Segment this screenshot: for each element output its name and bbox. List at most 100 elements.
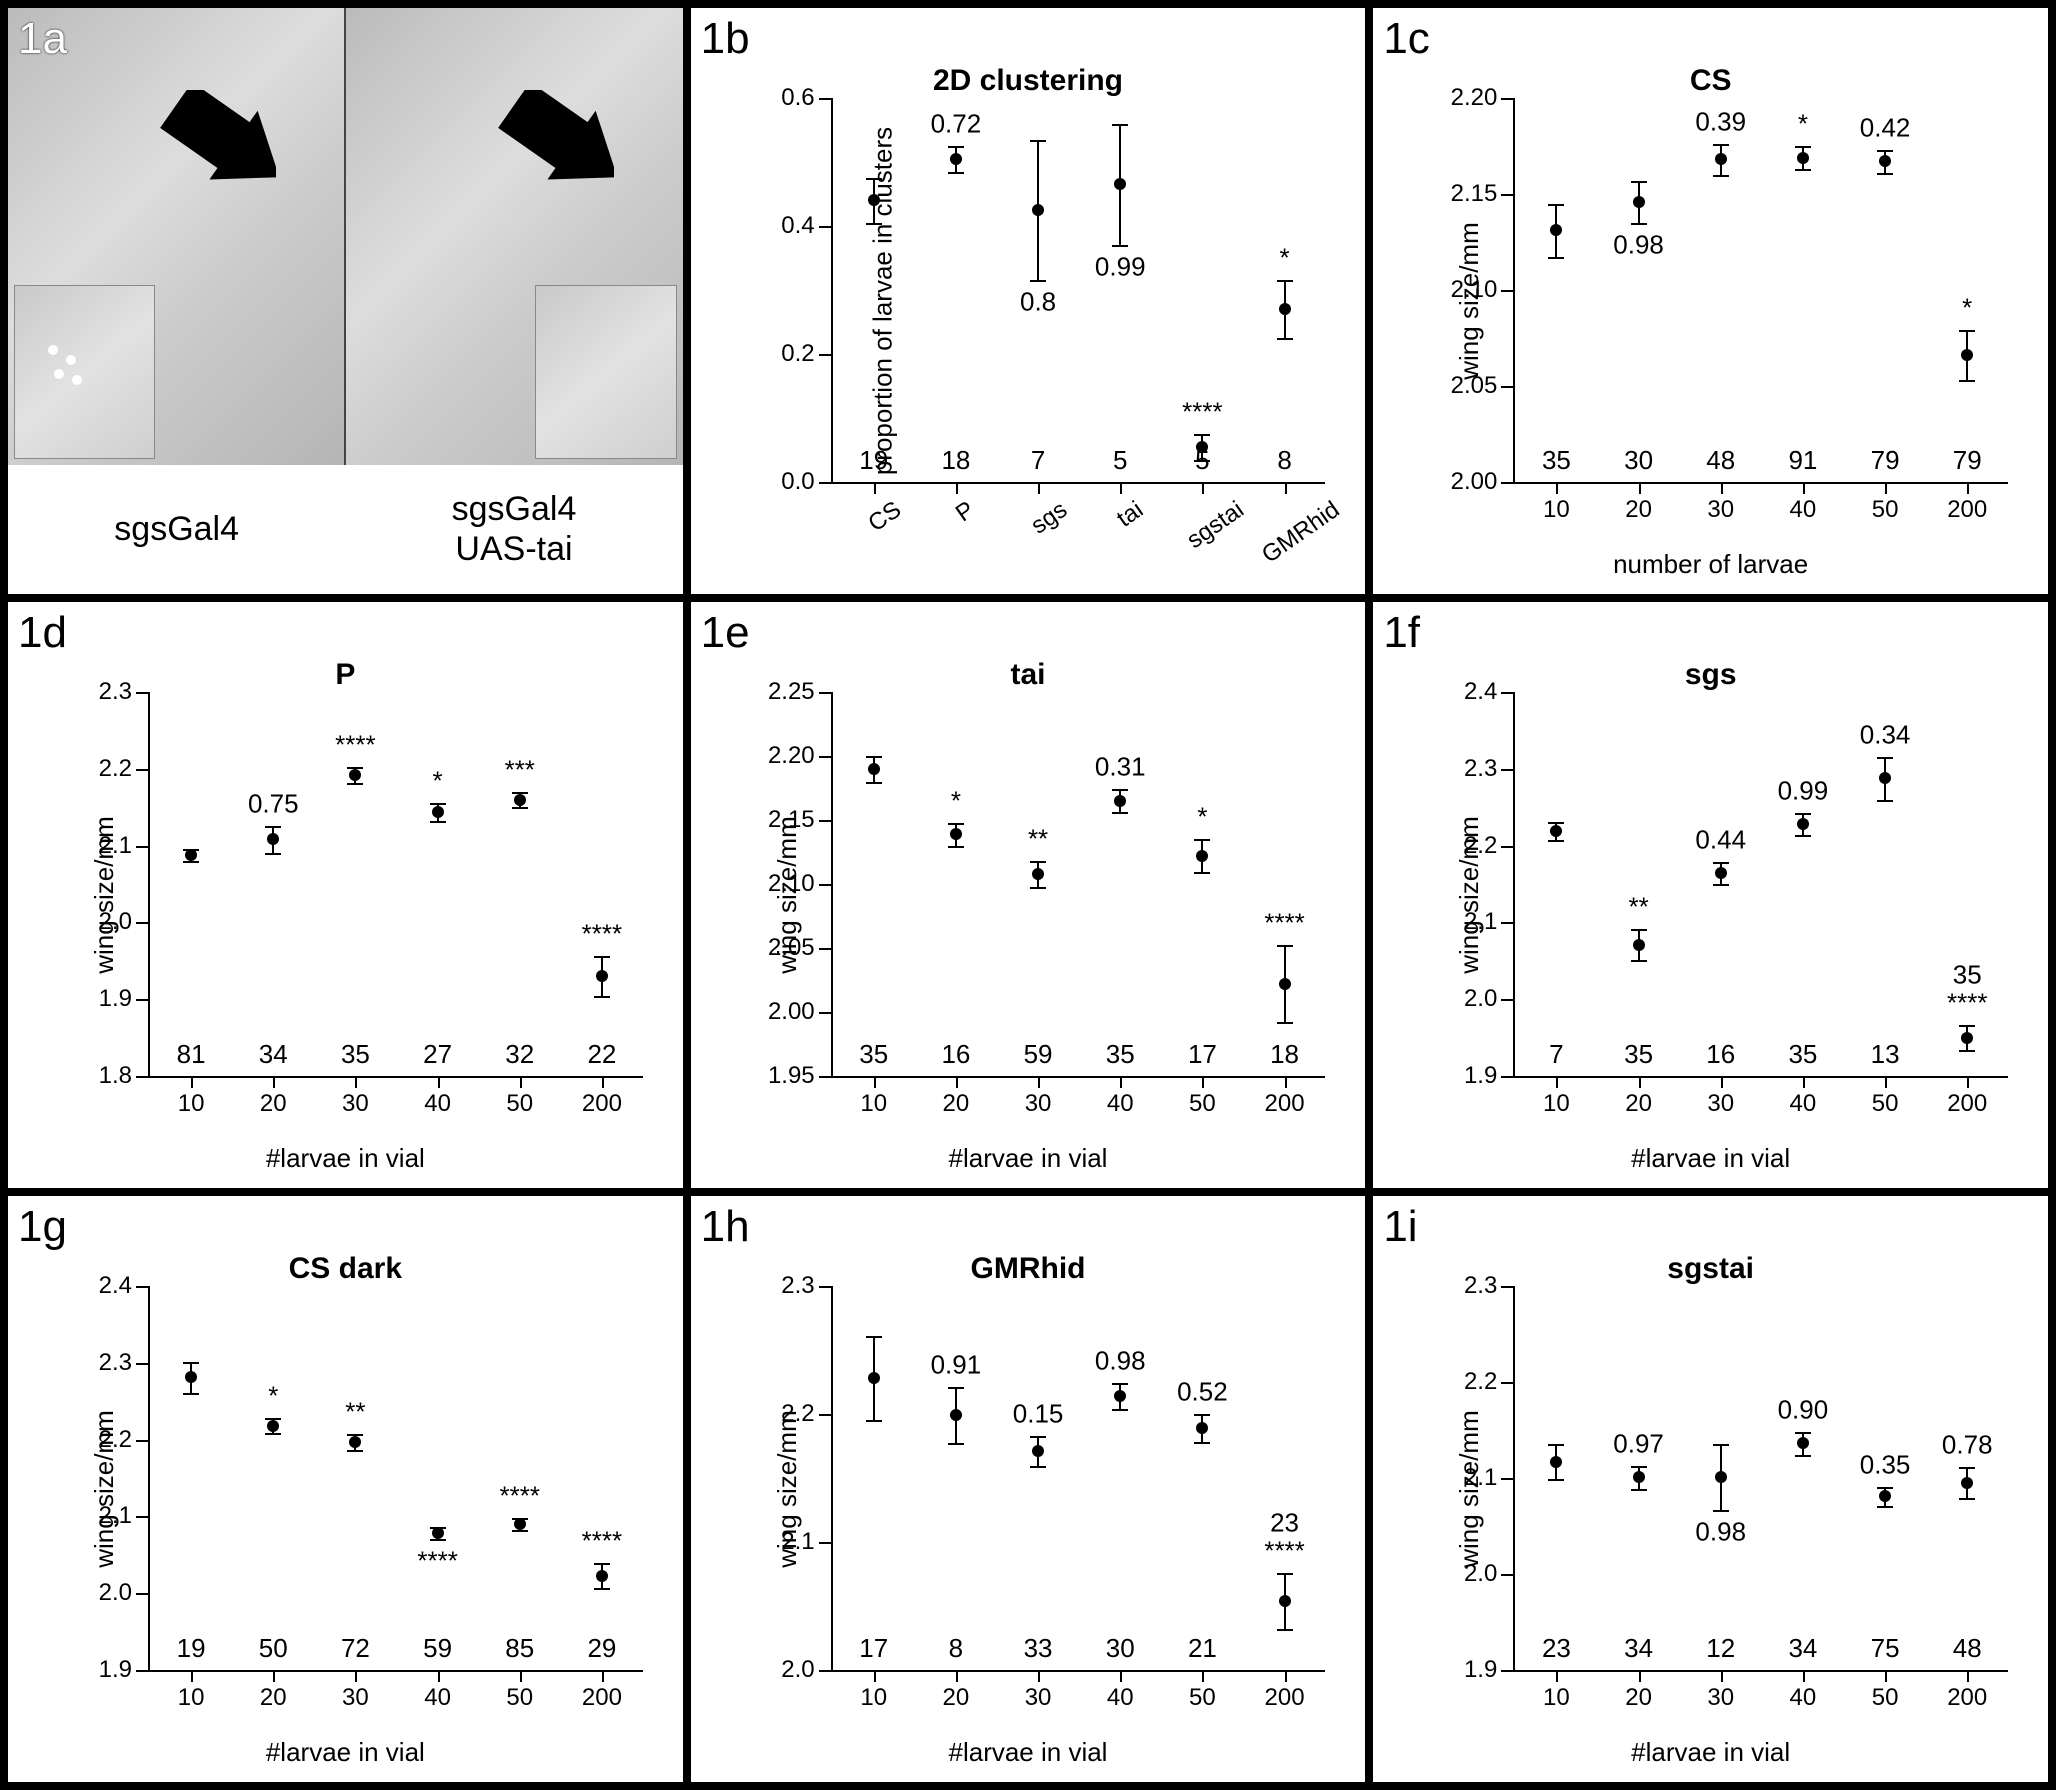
n-label: 35 — [1542, 445, 1571, 476]
n-label: 35 — [1953, 960, 1982, 991]
inset-left — [14, 285, 155, 459]
data-point — [596, 1570, 608, 1582]
plot-area: 1.81.92.02.12.22.31020304050200810.7534*… — [148, 692, 643, 1078]
significance-label: 0.15 — [1013, 1398, 1064, 1429]
x-tick-label: 200 — [1265, 1684, 1305, 1712]
y-axis-label: wing size/mm — [89, 1410, 120, 1567]
n-label: 33 — [1024, 1633, 1053, 1664]
y-tick-label: 2.2 — [1464, 1368, 1497, 1396]
x-tick-label: 50 — [506, 1090, 533, 1118]
y-tick-label: 1.9 — [99, 1656, 132, 1684]
significance-label: ** — [345, 1397, 365, 1428]
y-tick-label: 2.20 — [1451, 84, 1498, 112]
y-tick-label: 1.95 — [768, 1062, 815, 1090]
x-tick-label: 20 — [943, 1684, 970, 1712]
y-tick-label: 2.4 — [99, 1272, 132, 1300]
data-point — [267, 1420, 279, 1432]
panel-label: 1e — [701, 608, 750, 658]
data-point — [950, 828, 962, 840]
n-label: 29 — [587, 1633, 616, 1664]
n-label: 16 — [1706, 1039, 1735, 1070]
micrograph-right — [346, 8, 682, 465]
data-point — [1797, 1437, 1809, 1449]
y-tick-label: 0.0 — [781, 468, 814, 496]
significance-label: * — [268, 1381, 278, 1412]
data-point — [1279, 303, 1291, 315]
n-label: 27 — [423, 1039, 452, 1070]
x-tick-label: CS — [863, 496, 906, 538]
significance-label: 0.8 — [1020, 287, 1056, 318]
significance-label: 0.31 — [1095, 752, 1146, 783]
plot-area: 1.92.02.12.22.32.410203040502007**350.44… — [1513, 692, 2008, 1078]
x-tick-label: 40 — [1107, 1684, 1134, 1712]
y-tick-label: 2.3 — [781, 1272, 814, 1300]
data-point — [1032, 1445, 1044, 1457]
significance-label: 0.99 — [1778, 776, 1829, 807]
x-tick-label: 50 — [1189, 1090, 1216, 1118]
y-tick-label: 2.3 — [1464, 755, 1497, 783]
x-tick-label: tai — [1112, 496, 1149, 533]
data-point — [868, 763, 880, 775]
significance-label: 0.42 — [1860, 112, 1911, 143]
n-label: 34 — [1624, 1633, 1653, 1664]
significance-label: 0.34 — [1860, 719, 1911, 750]
n-label: 81 — [177, 1039, 206, 1070]
x-tick-label: 200 — [582, 1684, 622, 1712]
x-axis-label: #larvae in vial — [948, 1737, 1107, 1768]
y-tick-label: 2.3 — [99, 1349, 132, 1377]
significance-label: * — [1962, 293, 1972, 324]
n-label: 59 — [423, 1633, 452, 1664]
x-tick-label: 20 — [260, 1684, 287, 1712]
data-point — [1114, 795, 1126, 807]
y-axis-label: wing size/mm — [89, 816, 120, 973]
plot-area: 1.952.002.052.102.152.202.25102030405020… — [831, 692, 1326, 1078]
significance-label: 0.90 — [1778, 1394, 1829, 1425]
x-tick-label: sgstai — [1182, 496, 1249, 555]
n-label: 48 — [1953, 1633, 1982, 1664]
data-point — [185, 849, 197, 861]
x-tick-label: 20 — [1625, 496, 1652, 524]
n-label: 32 — [505, 1039, 534, 1070]
n-label: 30 — [1106, 1633, 1135, 1664]
plot-area: 1.92.02.12.22.32.4102030405020019*50**72… — [148, 1286, 643, 1672]
significance-label: ** — [1028, 823, 1048, 854]
data-point — [1196, 850, 1208, 862]
x-tick-label: 20 — [943, 1090, 970, 1118]
data-point — [596, 970, 608, 982]
significance-label: * — [1280, 243, 1290, 274]
y-axis-label: wing size/mm — [1455, 1410, 1486, 1567]
n-label: 35 — [1788, 1039, 1817, 1070]
y-tick-label: 1.9 — [1464, 1656, 1497, 1684]
significance-label: **** — [417, 1546, 457, 1577]
x-tick-label: 200 — [1947, 1090, 1987, 1118]
x-tick-label: 30 — [342, 1684, 369, 1712]
data-point — [1550, 1456, 1562, 1468]
y-axis-label: wing size/mm — [1455, 816, 1486, 973]
x-axis-label: #larvae in vial — [266, 1143, 425, 1174]
panel-label-1a: 1a — [18, 14, 67, 64]
significance-label: 0.72 — [931, 109, 982, 140]
x-tick-label: 30 — [1025, 1090, 1052, 1118]
data-point — [267, 833, 279, 845]
n-label: 7 — [1031, 445, 1045, 476]
x-axis-label: #larvae in vial — [266, 1737, 425, 1768]
panel-label: 1h — [701, 1202, 750, 1252]
x-tick-label: 20 — [1625, 1684, 1652, 1712]
data-point — [1961, 1477, 1973, 1489]
micrograph-row — [8, 8, 683, 465]
panel-1h: 1hGMRhid2.02.12.22.31020304050200170.918… — [687, 1192, 1370, 1786]
x-axis-label: #larvae in vial — [1631, 1737, 1790, 1768]
data-point — [1032, 204, 1044, 216]
significance-label: ** — [1628, 892, 1648, 923]
y-tick-label: 1.9 — [1464, 1062, 1497, 1090]
n-label: 72 — [341, 1633, 370, 1664]
significance-label: 0.98 — [1695, 1516, 1746, 1547]
n-label: 59 — [1024, 1039, 1053, 1070]
n-label: 17 — [859, 1633, 888, 1664]
panel-1e: 1etai1.952.002.052.102.152.202.251020304… — [687, 598, 1370, 1192]
data-point — [950, 153, 962, 165]
significance-label: * — [1798, 109, 1808, 140]
significance-label: **** — [582, 1526, 622, 1557]
y-axis-label: wing size/mm — [772, 816, 803, 973]
panel-1g: 1gCS dark1.92.02.12.22.32.41020304050200… — [4, 1192, 687, 1786]
